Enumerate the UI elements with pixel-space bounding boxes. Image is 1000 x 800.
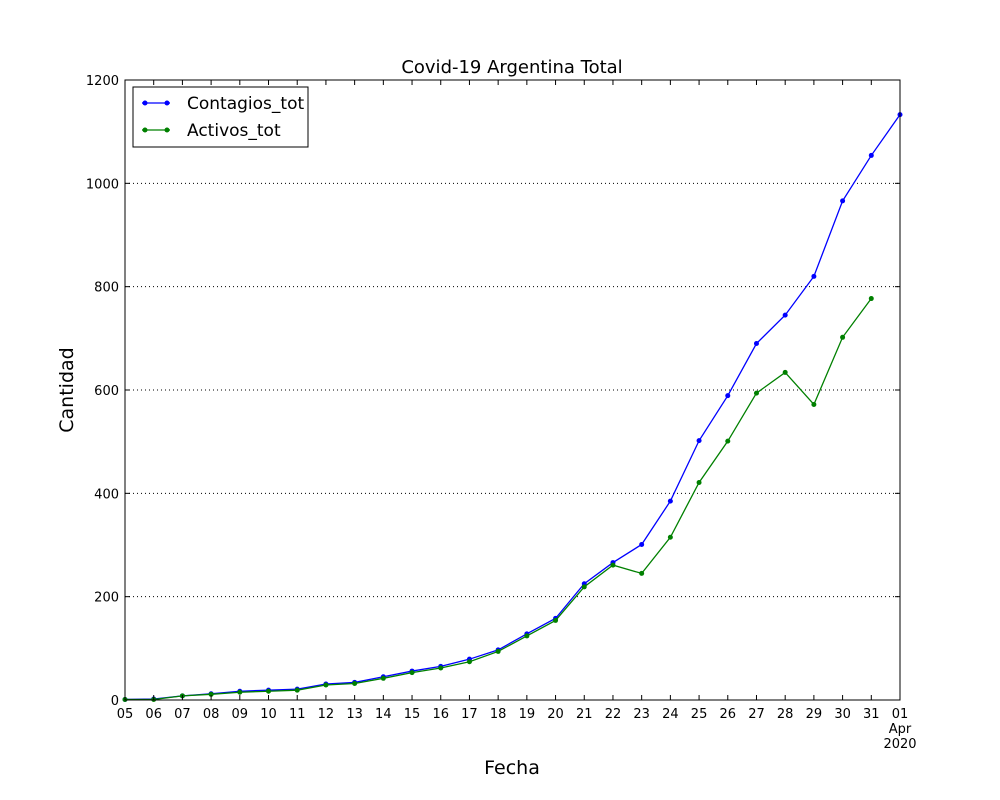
- x-tick-label: 15: [404, 707, 421, 722]
- x-tick-label: 11: [289, 707, 306, 722]
- x-tick-label: 09: [232, 707, 249, 722]
- x-tick-label: 01: [892, 707, 909, 722]
- data-point: [610, 562, 616, 568]
- x-tick-sublabel: Apr: [889, 722, 912, 737]
- legend-marker: [142, 127, 148, 133]
- data-point: [524, 633, 530, 639]
- y-axis: 0 200 400 600 800 1000 1200: [86, 74, 900, 709]
- data-point: [495, 648, 501, 654]
- x-tick-label: 25: [691, 707, 708, 722]
- series-line: [125, 298, 872, 701]
- series-line: [124, 114, 901, 701]
- x-tick-label: 18: [490, 707, 507, 722]
- data-point: [696, 479, 702, 485]
- legend-box: [132, 86, 309, 148]
- data-point: [266, 688, 272, 694]
- data-point: [237, 689, 243, 695]
- data-point: [409, 670, 415, 676]
- grid-lines: [125, 182, 900, 598]
- x-tick-label: 13: [346, 707, 363, 722]
- x-tick-label: 10: [260, 707, 277, 722]
- data-point: [696, 438, 702, 444]
- legend-label: Contagios_tot: [187, 94, 304, 114]
- data-point: [639, 570, 645, 576]
- x-tick-label: 06: [145, 707, 162, 722]
- data-point: [811, 401, 817, 407]
- series-layer: [122, 112, 903, 702]
- x-tick-label: 29: [806, 707, 823, 722]
- data-point: [667, 498, 673, 504]
- data-point: [868, 296, 874, 302]
- x-tick-label: 23: [633, 707, 650, 722]
- data-point: [438, 665, 444, 671]
- x-axis: 05 06 07 08 09 10 11 12 13 14 15 16 17 18 19 20 21 22 23 24…: [117, 80, 917, 752]
- data-point: [782, 369, 788, 375]
- data-point: [868, 152, 874, 158]
- y-tick-label: 1200: [86, 74, 119, 89]
- x-tick-label: 30: [834, 707, 851, 722]
- series-Activos_tot: [122, 296, 874, 702]
- legend-marker: [164, 127, 170, 133]
- x-tick-label: 14: [375, 707, 392, 722]
- x-tick-label: 12: [318, 707, 335, 722]
- data-point: [323, 682, 329, 688]
- x-tick-label: 28: [777, 707, 794, 722]
- x-tick-sublabel: 2020: [883, 737, 916, 752]
- x-tick-label: 24: [662, 707, 679, 722]
- y-tick-label: 200: [94, 591, 119, 606]
- x-tick-label: 31: [863, 707, 880, 722]
- x-axis-label: Fecha: [484, 757, 540, 779]
- data-point: [208, 691, 214, 697]
- data-point: [725, 393, 731, 399]
- x-tick-label: 21: [576, 707, 593, 722]
- y-tick-label: 800: [94, 281, 119, 296]
- series-Contagios_tot: [122, 112, 903, 702]
- data-point: [753, 390, 759, 396]
- legend: Contagios_tot Activos_tot: [132, 86, 309, 148]
- data-point: [840, 198, 846, 204]
- x-tick-label: 16: [432, 707, 449, 722]
- x-tick-label: 05: [117, 707, 134, 722]
- legend-marker: [164, 100, 170, 106]
- x-tick-label: 19: [519, 707, 536, 722]
- data-point: [753, 341, 759, 346]
- data-point: [639, 541, 645, 547]
- data-point: [380, 675, 386, 681]
- data-point: [352, 680, 358, 686]
- data-point: [725, 438, 731, 444]
- data-point: [840, 334, 846, 340]
- legend-label: Activos_tot: [187, 121, 281, 141]
- data-point: [466, 659, 472, 665]
- legend-marker: [142, 100, 148, 106]
- x-tick-label: 22: [605, 707, 622, 722]
- x-tick-label: 26: [720, 707, 737, 722]
- data-point: [811, 273, 817, 279]
- data-point: [667, 534, 673, 540]
- data-point: [553, 617, 559, 623]
- y-axis-label: Cantidad: [56, 347, 78, 432]
- chart-title: Covid-19 Argentina Total: [401, 57, 622, 78]
- x-tick-label: 20: [547, 707, 564, 722]
- x-tick-label: 17: [461, 707, 478, 722]
- x-tick-label: 27: [748, 707, 765, 722]
- data-point: [581, 584, 587, 590]
- y-tick-label: 1000: [86, 177, 119, 192]
- data-point: [294, 687, 300, 693]
- y-tick-label: 400: [94, 487, 119, 502]
- y-tick-label: 600: [94, 384, 119, 399]
- x-tick-label: 07: [174, 707, 191, 722]
- x-tick-label: 08: [203, 707, 220, 722]
- data-point: [782, 312, 788, 318]
- y-tick-label: 0: [111, 694, 119, 709]
